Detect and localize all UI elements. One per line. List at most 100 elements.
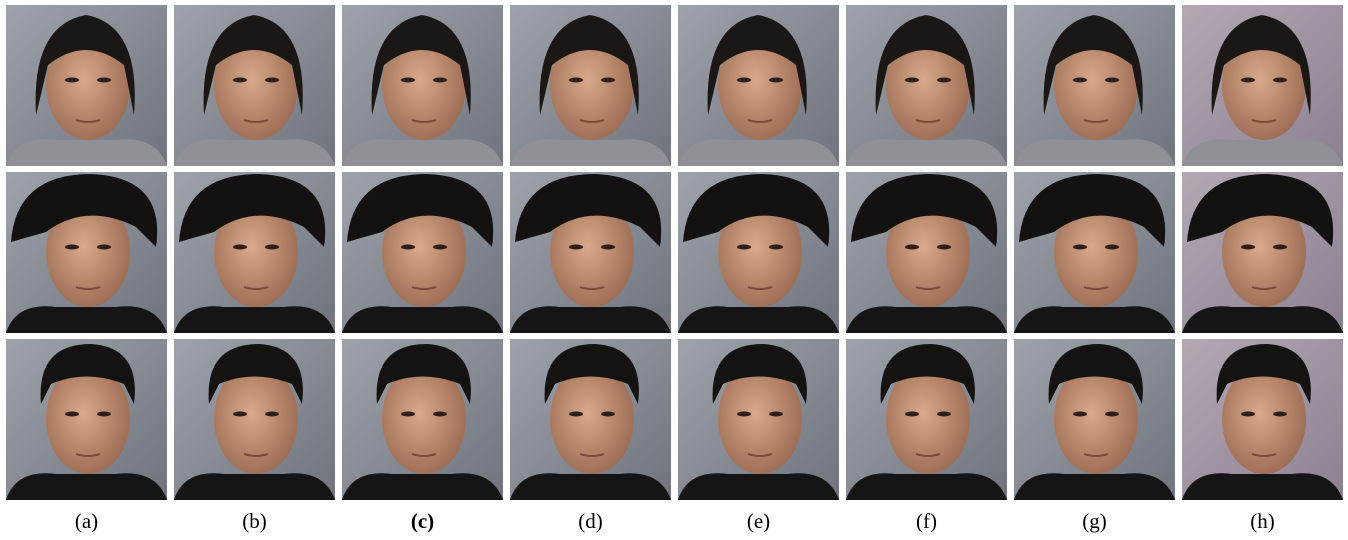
eye xyxy=(737,412,751,417)
column-label: (e) xyxy=(747,509,770,533)
shoulders xyxy=(342,139,503,166)
face-image xyxy=(342,172,503,333)
eye xyxy=(97,245,111,250)
eye xyxy=(233,78,247,83)
eye xyxy=(905,245,919,250)
shoulders xyxy=(678,306,839,333)
eye xyxy=(937,412,951,417)
eye xyxy=(601,78,615,83)
eye xyxy=(1273,245,1287,250)
face-image xyxy=(1014,172,1175,333)
face-image xyxy=(1182,172,1343,333)
face-image xyxy=(846,172,1007,333)
eye xyxy=(737,245,751,250)
eye xyxy=(265,245,279,250)
eye xyxy=(433,245,447,250)
eye xyxy=(905,412,919,417)
shoulders xyxy=(342,306,503,333)
shoulders xyxy=(678,139,839,166)
eye xyxy=(97,412,111,417)
eye xyxy=(65,412,79,417)
shoulders xyxy=(846,139,1007,166)
eye xyxy=(1273,78,1287,83)
face-image xyxy=(1182,339,1343,500)
column-label: (a) xyxy=(75,509,98,533)
face-image xyxy=(174,339,335,500)
face-image xyxy=(1182,5,1343,166)
face-image xyxy=(510,5,671,166)
shoulders xyxy=(6,306,167,333)
eye xyxy=(97,78,111,83)
column-label: (c) xyxy=(411,509,434,533)
eye xyxy=(1241,412,1255,417)
column-label: (h) xyxy=(1250,509,1275,533)
eye xyxy=(569,78,583,83)
shoulders xyxy=(174,139,335,166)
eye xyxy=(569,412,583,417)
eye xyxy=(1241,245,1255,250)
column-label: (f) xyxy=(916,509,937,533)
face-image xyxy=(678,172,839,333)
face-image xyxy=(174,172,335,333)
shoulders xyxy=(6,473,167,500)
shoulders xyxy=(1014,139,1175,166)
eye xyxy=(1105,78,1119,83)
eye xyxy=(1273,412,1287,417)
face-image xyxy=(678,5,839,166)
face-image xyxy=(342,339,503,500)
column-label: (g) xyxy=(1082,509,1107,533)
eye xyxy=(1073,245,1087,250)
eye xyxy=(433,78,447,83)
shoulders xyxy=(1182,306,1343,333)
eye xyxy=(937,78,951,83)
eye xyxy=(401,245,415,250)
eye xyxy=(65,245,79,250)
face-image xyxy=(6,172,167,333)
face-image xyxy=(510,339,671,500)
eye xyxy=(1073,78,1087,83)
face-image xyxy=(6,5,167,166)
face-image xyxy=(846,5,1007,166)
shoulders xyxy=(510,473,671,500)
shoulders xyxy=(174,306,335,333)
shoulders xyxy=(846,306,1007,333)
eye xyxy=(1105,412,1119,417)
column-label: (b) xyxy=(242,509,267,533)
shoulders xyxy=(174,473,335,500)
eye xyxy=(769,245,783,250)
eye xyxy=(1073,412,1087,417)
shoulders xyxy=(1182,473,1343,500)
eye xyxy=(569,245,583,250)
eye xyxy=(433,412,447,417)
eye xyxy=(401,78,415,83)
eye xyxy=(265,78,279,83)
shoulders xyxy=(1014,473,1175,500)
eye xyxy=(1105,245,1119,250)
eye xyxy=(233,245,247,250)
face-image xyxy=(174,5,335,166)
face-image xyxy=(6,339,167,500)
shoulders xyxy=(1014,306,1175,333)
shoulders xyxy=(1182,139,1343,166)
face-image xyxy=(510,172,671,333)
eye xyxy=(905,78,919,83)
shoulders xyxy=(510,139,671,166)
eye xyxy=(601,245,615,250)
eye xyxy=(601,412,615,417)
shoulders xyxy=(6,139,167,166)
face-image xyxy=(846,339,1007,500)
face-image xyxy=(678,339,839,500)
eye xyxy=(737,78,751,83)
shoulders xyxy=(510,306,671,333)
face-image xyxy=(1014,339,1175,500)
face-image xyxy=(1014,5,1175,166)
shoulders xyxy=(342,473,503,500)
eye xyxy=(769,412,783,417)
shoulders xyxy=(678,473,839,500)
eye xyxy=(233,412,247,417)
figure: (a) (b) (c) (d) (e) (f) (g) (h) xyxy=(0,0,1348,540)
face-image xyxy=(342,5,503,166)
eye xyxy=(65,78,79,83)
shoulders xyxy=(846,473,1007,500)
column-label: (d) xyxy=(578,509,603,533)
